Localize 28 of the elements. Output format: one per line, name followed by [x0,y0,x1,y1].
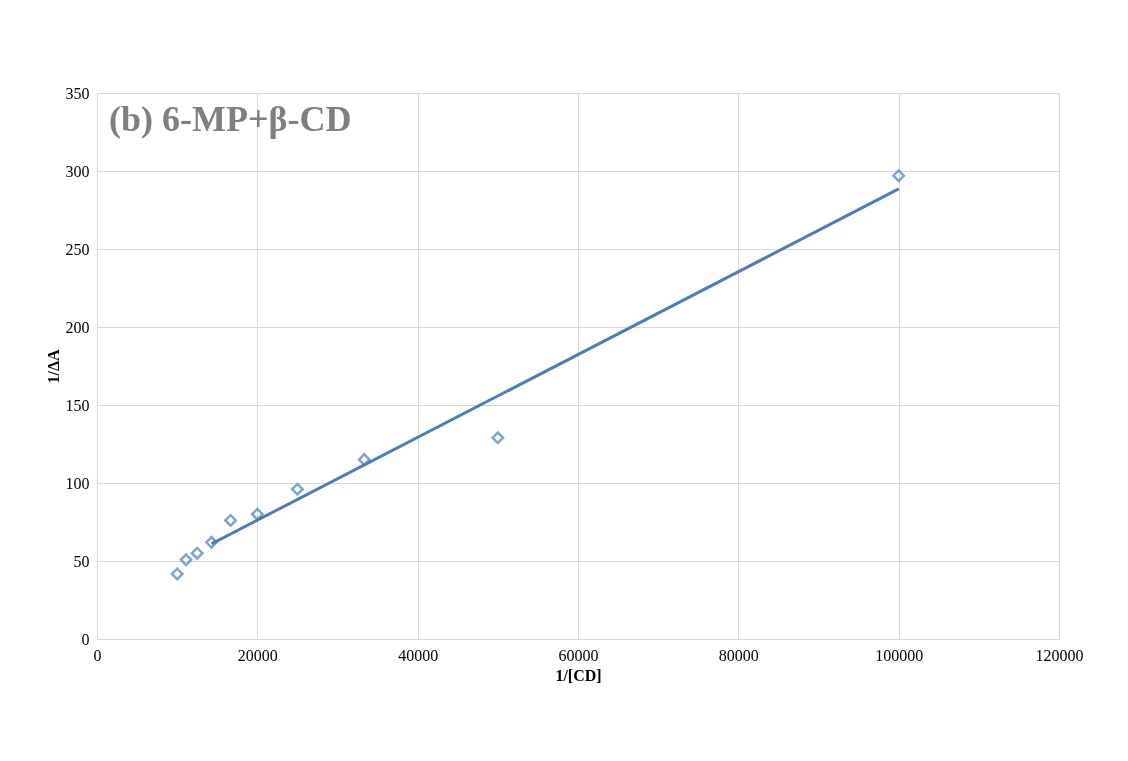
y-tick-label: 50 [73,552,90,570]
y-tick-label: 150 [65,396,90,414]
y-tick-label: 100 [65,474,90,492]
point [250,507,264,521]
x-tick-label: 20000 [237,646,278,664]
x-tick-label: 80000 [718,646,759,664]
point [170,567,184,581]
x-tick-label: 0 [93,646,102,664]
y-tick-label: 0 [81,630,90,648]
x-tick-label: 100000 [875,646,924,664]
y-tick-label: 300 [65,162,90,180]
point [179,553,193,567]
point [224,513,238,527]
y-tick-label: 250 [65,240,90,258]
point [205,535,219,549]
point [357,453,371,467]
x-axis-title: 1/[CD] [555,666,602,684]
y-tick-label: 350 [65,84,90,102]
point [290,482,304,496]
point [190,546,204,560]
y-axis-title: 1/ΔA [44,349,62,384]
point [892,169,906,183]
point [491,431,505,445]
x-tick-label: 40000 [398,646,439,664]
chart-title: (b) 6-MP+β-CD [109,99,352,139]
x-tick-label: 120000 [1035,646,1084,664]
x-tick-label: 60000 [558,646,599,664]
y-tick-label: 200 [65,318,90,336]
